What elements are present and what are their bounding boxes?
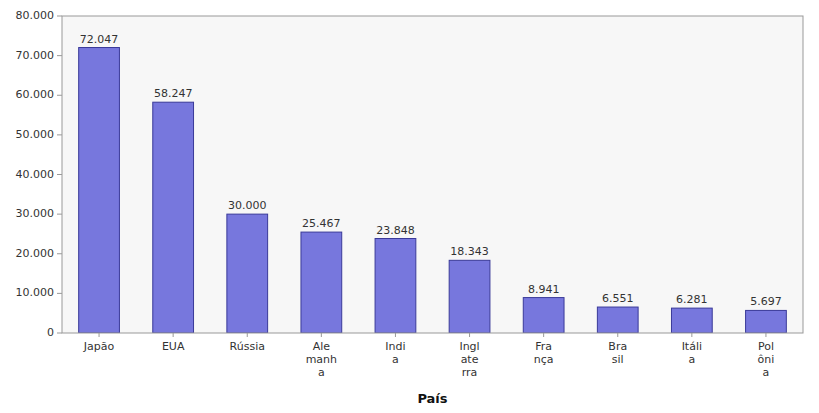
y-tick-label: 80.000 <box>16 9 55 22</box>
x-tick-label: Japão <box>83 340 115 353</box>
x-tick-label-line: Japão <box>83 340 115 353</box>
x-tick-label-line: a <box>763 366 770 379</box>
x-tick-label-line: a <box>688 353 695 366</box>
y-tick <box>57 293 62 294</box>
bar <box>523 298 564 333</box>
data-label: 18.343 <box>450 245 489 258</box>
y-tick-label: 0 <box>47 326 54 339</box>
x-tick-label: India <box>385 340 405 366</box>
y-tick-label: 40.000 <box>16 168 55 181</box>
x-tick <box>469 333 470 337</box>
bar <box>449 260 490 333</box>
data-label: 72.047 <box>80 33 119 46</box>
x-tick-label-line: a <box>392 353 399 366</box>
data-label: 23.848 <box>376 224 415 237</box>
x-tick-label-line: ôni <box>758 353 775 366</box>
x-tick-label-line: rra <box>462 366 478 379</box>
data-label: 6.551 <box>602 292 634 305</box>
y-tick-label: 60.000 <box>16 88 55 101</box>
x-tick-label: Rússia <box>230 340 265 353</box>
y-tick-label: 20.000 <box>16 247 55 260</box>
data-label: 8.941 <box>528 283 560 296</box>
data-labels: 72.047 58.247 30.000 25.467 23.848 18.343 8.94… <box>80 33 782 309</box>
bar <box>375 239 416 333</box>
x-tick-label: EUA <box>162 340 185 353</box>
x-tick-label-line: ate <box>461 353 479 366</box>
x-axis-label: País <box>417 391 447 406</box>
data-label: 30.000 <box>228 199 267 212</box>
x-tick-label-line: Ingl <box>459 340 479 353</box>
bar <box>153 102 194 333</box>
y-tick-label: 70.000 <box>16 49 55 62</box>
x-tick-label-line: EUA <box>162 340 185 353</box>
y-tick <box>57 134 62 135</box>
data-label: 58.247 <box>154 87 193 100</box>
x-tick <box>765 333 766 337</box>
x-tick-label: Polônia <box>758 340 775 379</box>
y-tick <box>57 55 62 56</box>
bar <box>301 232 342 333</box>
bar <box>227 214 268 333</box>
x-tick <box>99 333 100 337</box>
x-tick-label: Inglaterra <box>459 340 479 379</box>
x-tick <box>617 333 618 337</box>
bars <box>79 48 787 333</box>
x-tick-label-line: a <box>318 366 325 379</box>
chart-svg: 0 10.000 20.000 30.000 40.000 50.000 60.000 70.… <box>0 0 819 413</box>
x-tick-label-line: manh <box>306 353 337 366</box>
y-tick <box>57 333 62 334</box>
x-tick-label: França <box>534 340 554 366</box>
x-tick-label-line: Pol <box>758 340 774 353</box>
x-tick-label: Brasil <box>608 340 627 366</box>
chart-container: 0 10.000 20.000 30.000 40.000 50.000 60.000 70.… <box>0 0 819 413</box>
y-tick <box>57 174 62 175</box>
y-tick-label: 10.000 <box>16 286 55 299</box>
x-tick-label-line: Fra <box>535 340 552 353</box>
plot-area <box>62 16 803 333</box>
x-axis: JapãoEUARússiaAlemanhaIndiaInglaterraFra… <box>83 333 775 379</box>
x-tick <box>173 333 174 337</box>
x-tick <box>321 333 322 337</box>
bar <box>597 307 638 333</box>
x-tick-label-line: Indi <box>385 340 405 353</box>
x-tick <box>247 333 248 337</box>
x-tick-label: Itália <box>682 340 702 366</box>
y-tick <box>57 95 62 96</box>
y-tick-label: 30.000 <box>16 207 55 220</box>
x-tick <box>691 333 692 337</box>
bar <box>671 308 712 333</box>
x-tick-label-line: Bra <box>608 340 627 353</box>
x-tick-label-line: sil <box>612 353 624 366</box>
y-tick <box>57 253 62 254</box>
y-tick <box>57 16 62 17</box>
plot-frame <box>62 16 803 333</box>
x-tick-label: Alemanha <box>306 340 337 379</box>
x-tick-label-line: Itáli <box>682 340 702 353</box>
x-tick-label-line: Rússia <box>230 340 265 353</box>
y-tick <box>57 214 62 215</box>
data-label: 5.697 <box>750 295 782 308</box>
x-tick-label-line: Ale <box>313 340 331 353</box>
bar <box>79 48 120 333</box>
bar <box>746 310 787 333</box>
y-tick-label: 50.000 <box>16 128 55 141</box>
data-label: 25.467 <box>302 217 341 230</box>
x-tick <box>543 333 544 337</box>
y-axis: 0 10.000 20.000 30.000 40.000 50.000 60.000 70.… <box>16 9 63 339</box>
x-tick <box>395 333 396 337</box>
x-tick-label-line: nça <box>534 353 554 366</box>
data-label: 6.281 <box>676 293 708 306</box>
